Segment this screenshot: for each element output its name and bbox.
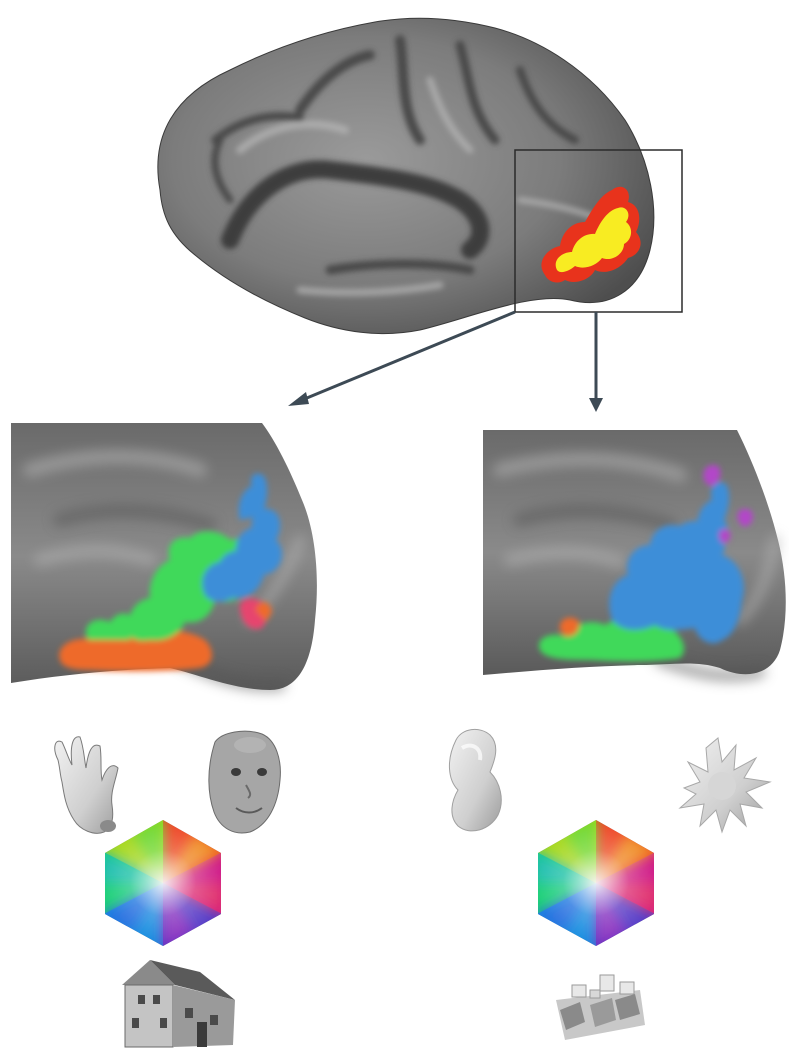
baby-face-icon bbox=[208, 730, 281, 834]
color-wheel-left bbox=[105, 820, 221, 946]
hand-icon bbox=[54, 736, 119, 834]
spiky-blob-icon bbox=[678, 737, 772, 834]
zoom-box bbox=[514, 149, 683, 313]
brain-sulci bbox=[211, 35, 579, 275]
color-wheel-right bbox=[538, 820, 654, 946]
right-panel-folds-dark bbox=[513, 503, 766, 682]
brain-highlights bbox=[236, 76, 633, 296]
smooth-blob-icon bbox=[449, 728, 502, 832]
right-legend bbox=[449, 728, 772, 1040]
right-activation-map bbox=[539, 464, 753, 662]
arrow-to-left-panel bbox=[301, 310, 516, 402]
arrowhead-right bbox=[589, 398, 603, 412]
left-zoom-panel bbox=[11, 423, 317, 692]
house-icon bbox=[122, 960, 235, 1048]
cube-cluster-icon bbox=[556, 974, 645, 1040]
right-panel-folds bbox=[493, 452, 780, 625]
brain-activation bbox=[541, 186, 641, 283]
left-legend bbox=[54, 730, 281, 1048]
right-zoom-panel bbox=[483, 430, 786, 682]
arrowhead-left bbox=[288, 392, 309, 406]
left-activation-map bbox=[59, 473, 282, 672]
left-panel-surface bbox=[11, 423, 317, 690]
inflated-brain bbox=[157, 17, 655, 335]
zoom-arrows bbox=[288, 310, 603, 412]
